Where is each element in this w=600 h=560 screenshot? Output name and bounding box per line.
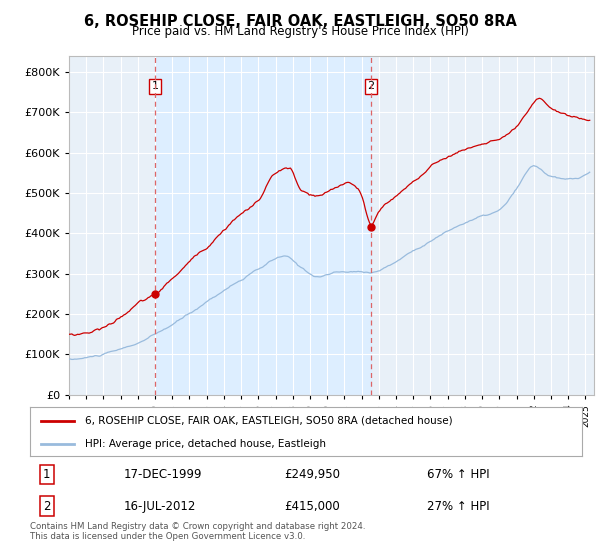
Text: 17-DEC-1999: 17-DEC-1999 (124, 468, 202, 481)
Bar (155, 56, 371, 395)
Text: £415,000: £415,000 (284, 500, 340, 513)
Text: £249,950: £249,950 (284, 468, 340, 481)
Text: 6, ROSEHIP CLOSE, FAIR OAK, EASTLEIGH, SO50 8RA (detached house): 6, ROSEHIP CLOSE, FAIR OAK, EASTLEIGH, S… (85, 416, 453, 426)
Text: 27% ↑ HPI: 27% ↑ HPI (427, 500, 490, 513)
Text: HPI: Average price, detached house, Eastleigh: HPI: Average price, detached house, East… (85, 439, 326, 449)
Text: 1: 1 (43, 468, 50, 481)
Text: Price paid vs. HM Land Registry's House Price Index (HPI): Price paid vs. HM Land Registry's House … (131, 25, 469, 38)
Text: 1: 1 (152, 82, 158, 91)
Text: 67% ↑ HPI: 67% ↑ HPI (427, 468, 490, 481)
Text: 6, ROSEHIP CLOSE, FAIR OAK, EASTLEIGH, SO50 8RA: 6, ROSEHIP CLOSE, FAIR OAK, EASTLEIGH, S… (83, 14, 517, 29)
Text: 2: 2 (43, 500, 50, 513)
Text: 16-JUL-2012: 16-JUL-2012 (124, 500, 196, 513)
Text: Contains HM Land Registry data © Crown copyright and database right 2024.
This d: Contains HM Land Registry data © Crown c… (30, 522, 365, 542)
Text: 2: 2 (367, 82, 374, 91)
